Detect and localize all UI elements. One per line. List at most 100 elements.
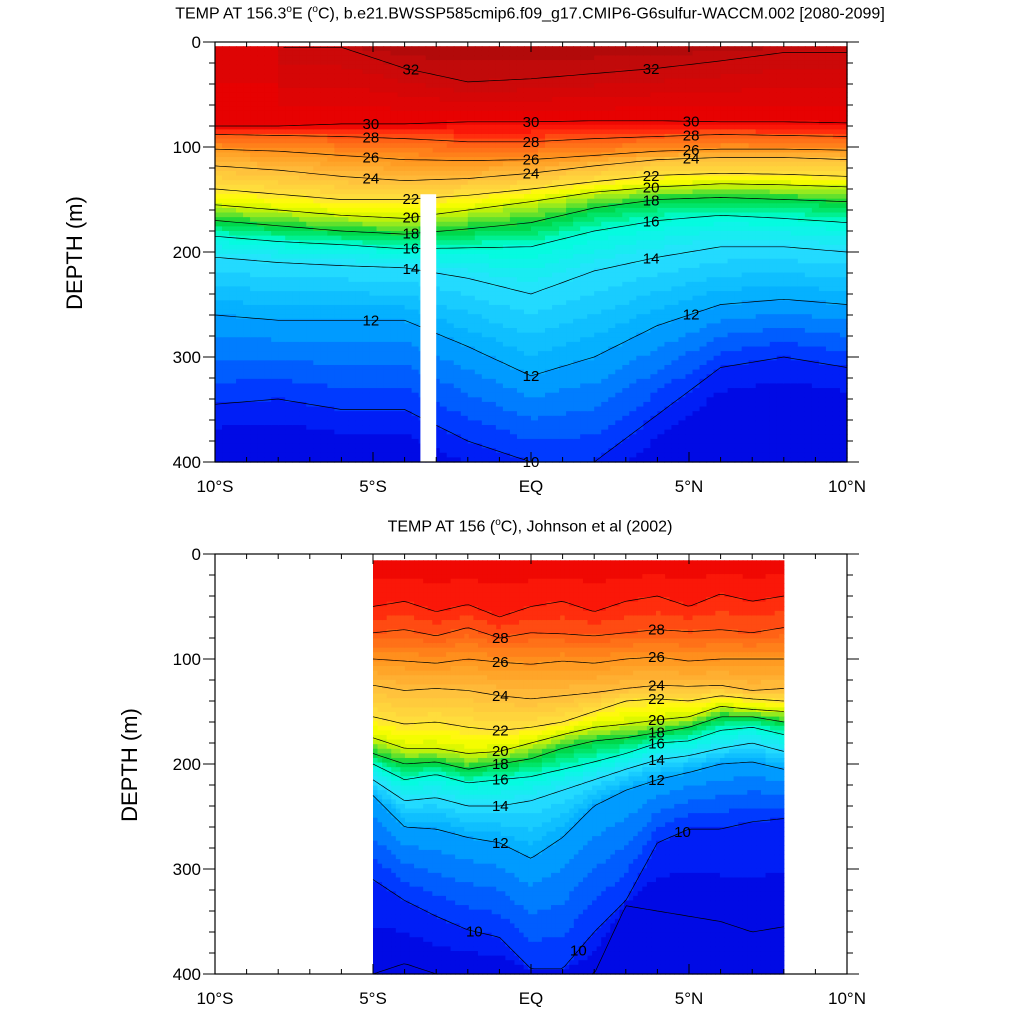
field-cell [320,397,328,403]
field-cell [355,92,364,98]
field-cell [327,341,335,348]
field-cell [594,341,602,348]
field-cell [327,401,335,408]
field-cell [341,286,350,292]
field-cell [397,314,406,320]
field-cell [229,221,237,227]
field-cell [474,443,483,449]
field-cell [383,129,392,135]
field-cell [229,443,237,449]
field-cell [566,198,574,204]
field-cell [306,110,314,117]
field-cell [278,304,286,311]
field-cell [243,392,251,398]
field-cell [566,448,574,454]
field-cell [538,457,546,463]
field-cell [271,323,279,329]
field-cell [411,374,420,380]
field-cell [531,87,539,93]
field-cell [446,115,455,121]
field-cell [439,60,448,66]
field-cell [383,448,392,454]
field-cell [566,69,574,75]
field-cell [538,452,546,458]
field-cell [306,267,314,274]
field-cell [215,332,223,338]
field-cell [523,249,532,255]
field-cell [474,184,483,191]
field-cell [257,369,265,375]
field-cell [432,383,441,389]
field-cell [446,300,455,306]
field-cell [495,83,504,89]
field-cell [481,425,490,431]
field-cell [432,78,441,84]
field-cell [222,147,230,154]
field-cell [573,60,581,66]
field-cell [327,332,335,338]
field-cell [355,411,364,417]
field-cell [397,46,406,52]
field-cell [306,388,314,394]
field-cell [404,355,413,361]
field-cell [411,304,420,311]
field-cell [552,378,560,385]
field-cell [327,217,335,223]
field-cell [601,73,609,80]
field-cell [327,235,335,241]
field-cell [264,318,272,324]
field-cell [439,83,448,89]
field-cell [243,355,251,361]
field-cell [383,235,392,241]
field-cell [446,434,455,440]
field-cell [362,332,371,338]
field-cell [313,110,321,117]
field-cell [552,221,560,227]
field-cell [404,175,413,181]
field-cell [538,198,546,204]
field-cell [341,309,350,315]
field-cell [229,272,237,278]
field-cell [341,64,350,70]
field-cell [594,106,602,112]
field-cell [566,235,574,241]
field-cell [222,425,230,431]
field-cell [502,267,511,274]
field-cell [488,198,497,204]
field-cell [566,314,574,320]
field-cell [341,443,350,449]
field-cell [390,300,399,306]
field-cell [229,69,237,75]
field-cell [460,406,469,412]
field-cell [292,50,300,57]
field-cell [439,221,448,227]
field-cell [397,328,406,334]
field-cell [257,143,265,149]
field-cell [594,411,602,417]
field-cell [355,115,364,121]
field-cell [432,351,441,357]
field-cell [229,138,237,144]
field-cell [509,314,518,320]
field-cell [264,161,272,167]
field-cell [418,46,427,52]
field-cell [545,50,553,57]
field-cell [404,207,413,214]
field-cell [362,203,371,209]
field-cell [397,184,406,191]
field-cell [587,110,595,117]
field-cell [587,157,595,163]
field-cell [369,203,378,209]
field-cell [250,328,258,334]
field-cell [488,434,497,440]
field-cell [545,314,553,320]
field-cell [285,281,293,288]
field-cell [601,175,609,181]
field-cell [222,378,230,385]
field-cell [369,110,378,117]
field-cell [538,244,546,251]
field-cell [495,60,504,66]
field-cell [587,388,595,394]
field-cell [404,161,413,167]
field-cell [299,92,307,98]
